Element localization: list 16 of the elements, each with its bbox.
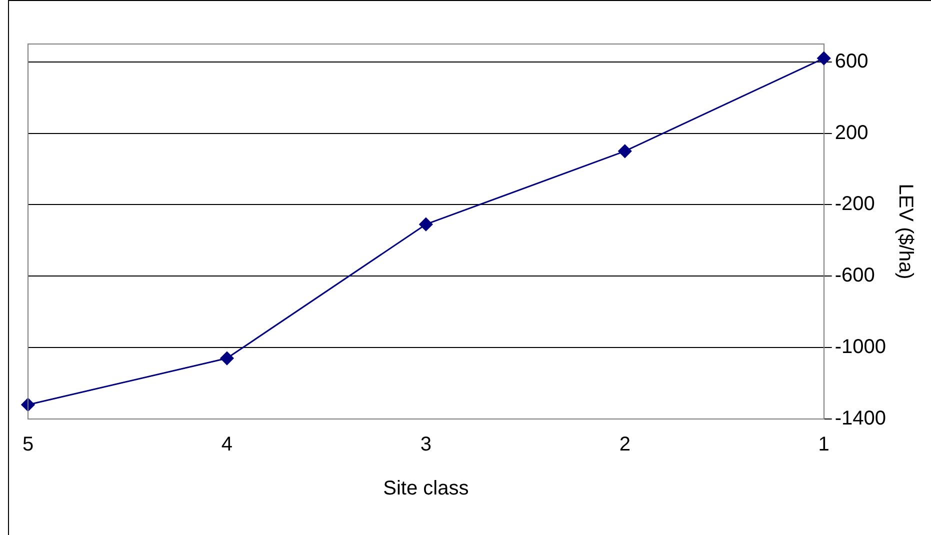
x-axis-title: Site class — [383, 478, 469, 500]
x-tick-label: 1 — [818, 434, 830, 456]
x-tick-label: 5 — [22, 434, 34, 456]
y-tick-label: -200 — [834, 193, 875, 216]
x-tick-label: 3 — [420, 434, 432, 456]
point — [618, 144, 632, 158]
y-tick-label: -1000 — [834, 336, 886, 358]
y-tick-label: -1400 — [834, 408, 886, 430]
y-tick-label: 600 — [834, 50, 868, 72]
point — [419, 218, 433, 232]
y-axis-title: LEV ($/ha) — [894, 184, 916, 280]
x-tick-label: 2 — [619, 434, 630, 456]
y-tick-label: -600 — [834, 264, 875, 287]
point — [220, 352, 234, 366]
y-tick-label: 200 — [834, 122, 868, 144]
x-tick-label: 4 — [221, 434, 233, 456]
